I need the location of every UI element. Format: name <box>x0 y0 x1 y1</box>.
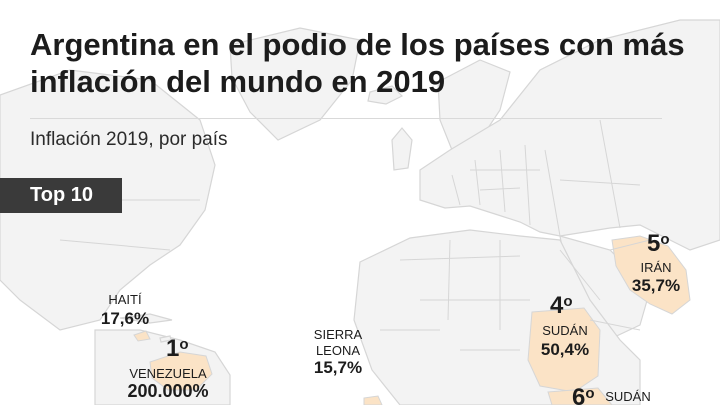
value-iran: 35,7% <box>631 276 681 295</box>
subtitle: Inflación 2019, por país <box>30 129 228 150</box>
rank-venezuela: 1o <box>166 335 189 363</box>
rank-number: 6 <box>572 384 586 411</box>
landmass-puerto-rico <box>159 335 172 343</box>
ordinal-mark: o <box>179 336 189 353</box>
name-line-1: SIERRA <box>313 327 363 342</box>
highlight-iran <box>611 235 691 315</box>
chart-title: Argentina en el podio de los países con … <box>30 27 685 99</box>
ordinal-mark: o <box>563 293 573 310</box>
country-name-sudan: SUDÁN <box>542 323 588 338</box>
title-divider <box>30 118 662 119</box>
highlight-venezuela <box>149 351 213 391</box>
value-sierra-leone: 15,7% <box>313 358 363 377</box>
top10-badge: Top 10 <box>0 178 122 213</box>
landmass-britain <box>391 127 413 171</box>
landmass-greenland <box>229 27 361 141</box>
ordinal-mark: o <box>660 231 670 248</box>
landmass-scandinavia <box>437 59 511 151</box>
country-name-sierra-leone: SIERRA LEONA <box>306 327 370 359</box>
highlight-haiti <box>133 330 151 342</box>
country-name-venezuela: VENEZUELA <box>129 366 207 381</box>
ordinal-mark: o <box>585 385 595 402</box>
highlight-sudan <box>527 307 601 393</box>
rank-south-sudan: 6o <box>572 384 595 412</box>
highlight-south-sudan <box>547 387 613 405</box>
country-name-haiti: HAITÍ <box>108 292 142 307</box>
rank-iran: 5o <box>647 230 670 258</box>
value-sudan: 50,4% <box>540 340 590 359</box>
landmass-cuba <box>119 313 173 324</box>
country-borders <box>30 119 651 351</box>
value-haiti: 17,6% <box>100 309 150 328</box>
landmass-iceland <box>367 85 404 105</box>
highlight-sierra-leone <box>363 395 383 405</box>
rank-number: 4 <box>550 292 564 319</box>
country-name-south-sudan: SUDÁN <box>605 389 651 404</box>
value-venezuela: 200.000% <box>127 381 209 401</box>
country-name-iran: IRÁN <box>640 260 672 275</box>
rank-number: 5 <box>647 230 661 257</box>
landmass-eurasia <box>419 19 720 251</box>
rank-sudan: 4o <box>550 292 573 320</box>
name-line-2: LEONA <box>315 343 361 358</box>
rank-number: 1 <box>166 335 180 362</box>
